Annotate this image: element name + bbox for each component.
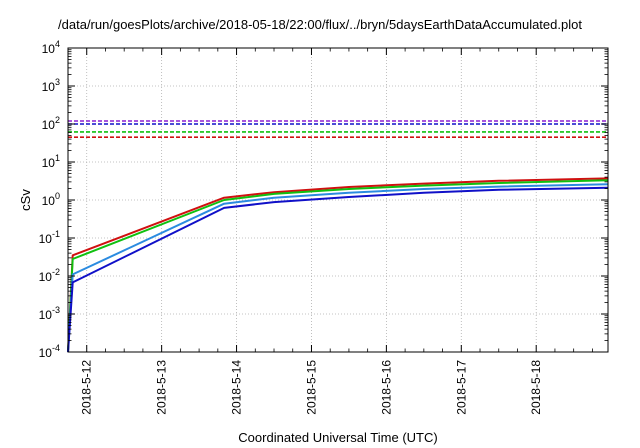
x-tick-labels: 2018-5-12 2018-5-13 2018-5-14 2018-5-15 2018… [80, 360, 543, 415]
plot-border [67, 47, 609, 353]
y-tick-labels: 10-4 10-3 10-2 10-1 100 101 102 103 104 [39, 39, 60, 360]
series-group [67, 120, 609, 353]
y-tick-label: 10-3 [39, 305, 60, 322]
series-line-2 [67, 179, 609, 353]
x-tick-label: 2018-5-13 [155, 360, 169, 415]
y-axis-label: cSv [18, 189, 33, 211]
x-tick-label: 2018-5-18 [529, 360, 543, 415]
x-axis-label: Coordinated Universal Time (UTC) [238, 430, 437, 445]
y-tick-label: 10-1 [39, 229, 60, 246]
series-line-1 [67, 177, 609, 353]
y-tick-label: 100 [42, 191, 60, 208]
y-tick-label: 104 [42, 39, 60, 56]
x-tick-label: 2018-5-16 [379, 360, 393, 415]
chart-title: /data/run/goesPlots/archive/2018-05-18/2… [58, 17, 582, 32]
series-line-4 [67, 186, 609, 353]
x-tick-label: 2018-5-17 [454, 360, 468, 415]
y-tick-label: 103 [42, 77, 60, 94]
x-tick-label: 2018-5-14 [230, 360, 244, 415]
y-tick-label: 10-4 [39, 343, 60, 360]
x-tick-label: 2018-5-12 [80, 360, 94, 415]
x-tick-label: 2018-5-15 [304, 360, 318, 415]
y-tick-label: 102 [42, 115, 60, 132]
y-tick-label: 101 [42, 153, 60, 170]
ticks [67, 47, 608, 353]
series-line-3 [67, 183, 609, 353]
y-tick-label: 10-2 [39, 267, 60, 284]
